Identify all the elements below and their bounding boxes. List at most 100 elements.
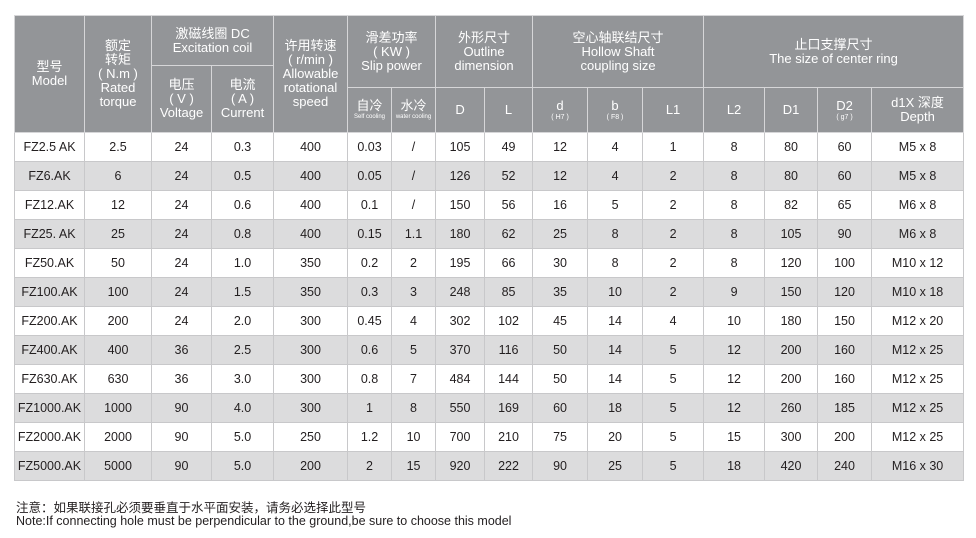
- table-cell: 300: [273, 364, 349, 394]
- table-cell: 0.2: [347, 248, 393, 278]
- table-cell: 35: [532, 277, 589, 307]
- table-cell: 210: [484, 422, 534, 452]
- table-cell: M12 x 20: [871, 306, 965, 336]
- table-cell: 2: [642, 277, 705, 307]
- table-cell: 9: [703, 277, 766, 307]
- table-cell: 8: [703, 219, 766, 249]
- table-cell: 350: [273, 277, 349, 307]
- table-cell: 200: [84, 306, 152, 336]
- table-cell: FZ100.AK: [14, 277, 85, 307]
- table-cell: 0.3: [210, 132, 275, 162]
- table-cell: 24: [151, 248, 212, 278]
- table-cell: 30: [532, 248, 589, 278]
- table-cell: 25: [532, 219, 589, 249]
- table-cell: 2: [347, 451, 393, 481]
- header-L: L: [484, 87, 534, 133]
- table-cell: 8: [703, 161, 766, 191]
- table-cell: 1000: [84, 393, 152, 423]
- table-cell: 400: [84, 335, 152, 365]
- table-cell: 49: [484, 132, 534, 162]
- table-cell: 8: [391, 393, 437, 423]
- table-cell: 5: [642, 364, 705, 394]
- table-cell: 85: [484, 277, 534, 307]
- table-cell: 5000: [84, 451, 152, 481]
- table-row: FZ50.AK 50 24 1.0 350 0.2 2 195 66 30 8 2 8 120 100 M10…: [14, 248, 965, 278]
- table-cell: M12 x 25: [871, 393, 965, 423]
- table-cell: 4: [642, 306, 705, 336]
- table-cell: FZ50.AK: [14, 248, 85, 278]
- note-chinese: 注意：如果联接孔必须要垂直于水平面安装，请务必选择此型号: [16, 501, 367, 515]
- table-cell: 5.0: [210, 451, 275, 481]
- table-cell: 56: [484, 190, 534, 220]
- table-cell: 3.0: [210, 364, 275, 394]
- header-L2: L2: [703, 87, 766, 133]
- table-cell: 400: [273, 132, 349, 162]
- table-cell: 350: [273, 248, 349, 278]
- header-center-ring: 止口支撑尺寸 The size of center ring: [703, 15, 965, 88]
- table-cell: 200: [764, 335, 819, 365]
- table-cell: 1: [347, 393, 393, 423]
- table-cell: 18: [703, 451, 766, 481]
- table-cell: 6: [84, 161, 152, 191]
- table-cell: 3: [391, 277, 437, 307]
- table-cell: M12 x 25: [871, 335, 965, 365]
- header-model: 型号 Model: [14, 15, 85, 133]
- table-cell: 248: [435, 277, 486, 307]
- table-cell: FZ630.AK: [14, 364, 85, 394]
- table-cell: 920: [435, 451, 486, 481]
- table-cell: 0.05: [347, 161, 393, 191]
- table-cell: 60: [817, 132, 873, 162]
- table-cell: 52: [484, 161, 534, 191]
- table-cell: 180: [764, 306, 819, 336]
- table-cell: 12: [703, 393, 766, 423]
- table-cell: FZ12.AK: [14, 190, 85, 220]
- table-cell: 0.6: [210, 190, 275, 220]
- table-row: FZ400.AK 400 36 2.5 300 0.6 5 370 116 50 14 5 12 200 1…: [14, 335, 965, 365]
- table-cell: 0.8: [210, 219, 275, 249]
- table-cell: 160: [817, 335, 873, 365]
- table-cell: 50: [532, 335, 589, 365]
- spec-table: 型号 Model 额定 转矩( N.m ) Rated torque 激磁线圈 DC Ex…: [14, 15, 965, 481]
- table-cell: 12: [84, 190, 152, 220]
- table-cell: 2: [642, 248, 705, 278]
- table-cell: 370: [435, 335, 486, 365]
- table-cell: 2: [642, 161, 705, 191]
- table-cell: 160: [817, 364, 873, 394]
- table-cell: 2000: [84, 422, 152, 452]
- table-cell: 25: [587, 451, 644, 481]
- table-cell: 300: [273, 335, 349, 365]
- table-cell: 4: [587, 161, 644, 191]
- table-cell: FZ2.5 AK: [14, 132, 85, 162]
- table-row: FZ25. AK 25 24 0.8 400 0.15 1.1 180 62 25 8 2 8 105 90…: [14, 219, 965, 249]
- table-cell: M12 x 25: [871, 364, 965, 394]
- table-row: FZ200.AK 200 24 2.0 300 0.45 4 302 102 45 14 4 10 180…: [14, 306, 965, 336]
- table-cell: 0.6: [347, 335, 393, 365]
- table-cell: FZ400.AK: [14, 335, 85, 365]
- table-cell: 4: [587, 132, 644, 162]
- table-cell: 36: [151, 364, 212, 394]
- table-cell: 14: [587, 306, 644, 336]
- table-cell: 200: [273, 451, 349, 481]
- table-cell: 2: [391, 248, 437, 278]
- table-cell: 300: [273, 393, 349, 423]
- header-hollow-shaft: 空心轴联结尺寸 Hollow Shaft coupling size: [532, 15, 705, 88]
- table-cell: 550: [435, 393, 486, 423]
- table-cell: 2: [642, 190, 705, 220]
- table-cell: 2: [642, 219, 705, 249]
- table-cell: 12: [532, 132, 589, 162]
- table-cell: M16 x 30: [871, 451, 965, 481]
- table-cell: 24: [151, 277, 212, 307]
- table-cell: 200: [764, 364, 819, 394]
- table-cell: 300: [764, 422, 819, 452]
- table-cell: FZ5000.AK: [14, 451, 85, 481]
- table-cell: 4: [391, 306, 437, 336]
- table-cell: 185: [817, 393, 873, 423]
- table-cell: 0.45: [347, 306, 393, 336]
- table-cell: 10: [587, 277, 644, 307]
- table-cell: 8: [587, 248, 644, 278]
- table-row: FZ1000.AK 1000 90 4.0 300 1 8 550 169 60 18 5 12 260 1…: [14, 393, 965, 423]
- header-self-cooling: 自冷 Self cooling: [347, 87, 393, 133]
- table-cell: 200: [817, 422, 873, 452]
- table-cell: 62: [484, 219, 534, 249]
- table-cell: 150: [435, 190, 486, 220]
